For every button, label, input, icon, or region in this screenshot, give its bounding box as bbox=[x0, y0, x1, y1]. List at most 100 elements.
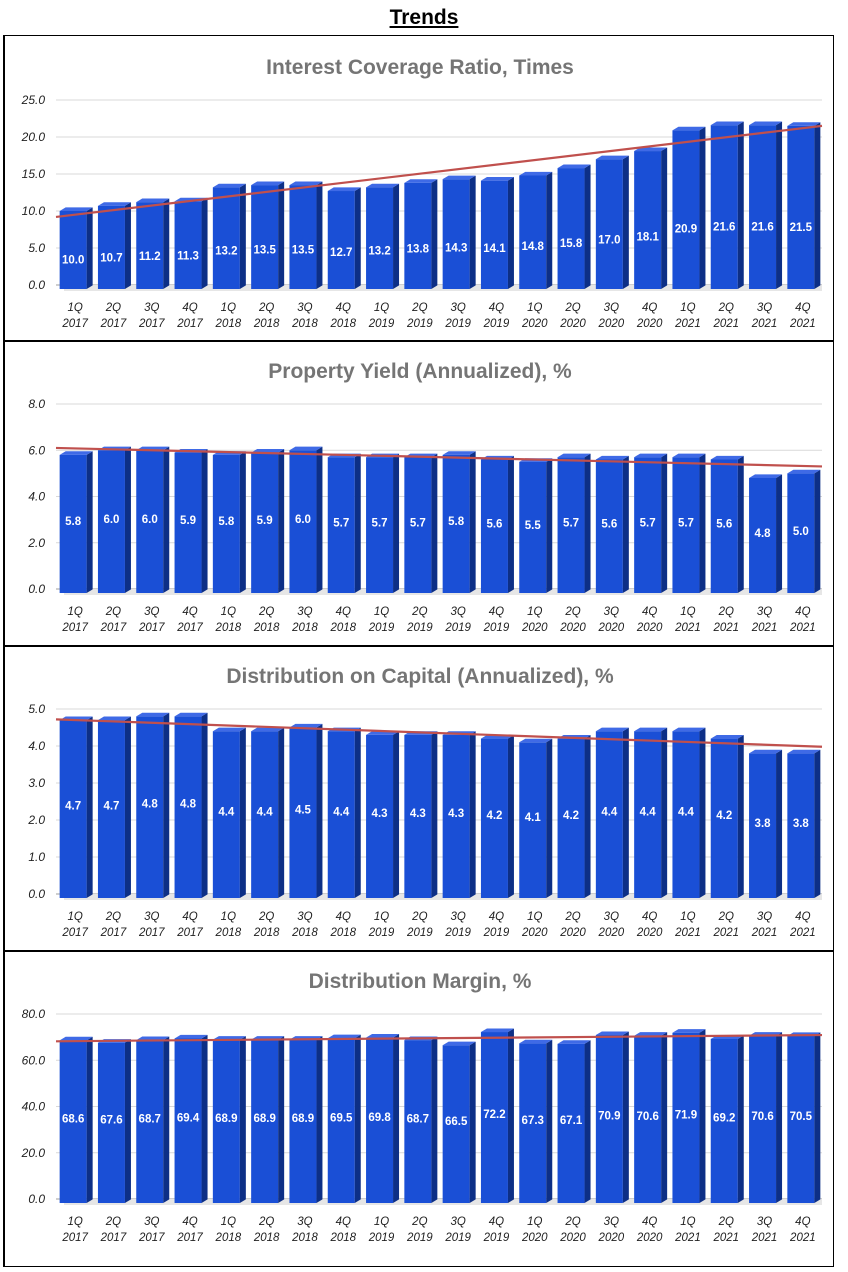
y-tick-label: 2.0 bbox=[27, 536, 45, 550]
x-tick-quarter: 4Q bbox=[642, 911, 657, 923]
bar-side bbox=[737, 121, 744, 289]
bar-front bbox=[136, 1040, 164, 1203]
x-tick-year: 2021 bbox=[751, 622, 778, 634]
bar-side bbox=[584, 453, 591, 593]
x-tick-quarter: 2Q bbox=[258, 911, 274, 923]
x-tick-year: 2017 bbox=[61, 1232, 88, 1244]
x-tick-year: 2020 bbox=[521, 318, 548, 330]
bar-top bbox=[97, 202, 131, 206]
y-tick-label: 0.0 bbox=[28, 582, 45, 596]
bar-2q-2021 bbox=[710, 455, 744, 593]
bar-side bbox=[124, 1039, 131, 1203]
bar-top bbox=[327, 1034, 361, 1039]
x-tick-quarter: 2Q bbox=[564, 606, 580, 618]
bar-front bbox=[595, 159, 623, 289]
data-label: 5.9 bbox=[257, 515, 273, 527]
x-tick-quarter: 3Q bbox=[757, 1216, 772, 1228]
bar-1q-2020 bbox=[519, 738, 553, 898]
data-label: 69.2 bbox=[713, 1113, 735, 1125]
bar-front bbox=[787, 473, 815, 593]
x-tick-year: 2017 bbox=[138, 927, 165, 939]
bar-4q-2018 bbox=[327, 1034, 361, 1203]
y-tick-label: 5.0 bbox=[28, 702, 45, 716]
data-label: 13.5 bbox=[253, 245, 276, 257]
x-tick-year: 2017 bbox=[61, 622, 88, 634]
x-tick-quarter: 1Q bbox=[67, 1216, 82, 1228]
x-tick-quarter: 4Q bbox=[489, 302, 504, 314]
data-label: 4.8 bbox=[755, 528, 772, 540]
bar-top bbox=[595, 455, 629, 460]
bar-side bbox=[546, 1039, 553, 1203]
bar-front bbox=[136, 450, 164, 593]
data-label: 5.7 bbox=[678, 517, 694, 529]
data-label: 69.4 bbox=[177, 1112, 200, 1124]
bar-top bbox=[557, 453, 591, 458]
data-label: 6.0 bbox=[295, 514, 311, 526]
bar-top bbox=[442, 451, 476, 455]
x-tick-year: 2021 bbox=[712, 318, 739, 330]
data-label: 10.0 bbox=[62, 254, 84, 266]
bar-top bbox=[557, 164, 591, 169]
bar-4q-2019 bbox=[480, 455, 514, 593]
bar-1q-2017 bbox=[59, 716, 93, 898]
bar-front bbox=[366, 1037, 394, 1203]
data-label: 68.9 bbox=[215, 1113, 237, 1125]
x-tick-quarter: 2Q bbox=[564, 1216, 580, 1228]
x-tick-year: 2021 bbox=[789, 1232, 816, 1244]
x-tick-year: 2017 bbox=[61, 318, 88, 330]
x-tick-year: 2017 bbox=[61, 927, 88, 939]
bar-3q-2021 bbox=[749, 474, 783, 593]
bar-side bbox=[507, 455, 514, 593]
bar-front bbox=[634, 731, 662, 898]
bar-top bbox=[136, 198, 170, 203]
x-tick-quarter: 2Q bbox=[258, 302, 274, 314]
x-tick-quarter: 4Q bbox=[795, 1216, 810, 1228]
data-label: 5.7 bbox=[333, 517, 349, 529]
chart-panel-interest-coverage: Interest Coverage Ratio, Times 0.0 5.0 10.0… bbox=[4, 35, 834, 341]
bar-front bbox=[672, 731, 700, 898]
data-label: 5.8 bbox=[218, 516, 235, 528]
x-tick-year: 2021 bbox=[712, 622, 739, 634]
bar-front bbox=[634, 457, 662, 593]
distribution-on-capital-chart: Distribution on Capital (Annualized), % 0… bbox=[27, 665, 823, 939]
bar-4q-2019 bbox=[480, 177, 514, 289]
bar-front bbox=[749, 1035, 777, 1203]
x-tick-year: 2017 bbox=[176, 927, 203, 939]
bar-top bbox=[787, 749, 821, 754]
x-tick-quarter: 1Q bbox=[221, 606, 236, 618]
data-label: 4.3 bbox=[448, 808, 464, 820]
bar-front bbox=[251, 1039, 279, 1203]
chart-panel-distribution-on-capital: Distribution on Capital (Annualized), % 0… bbox=[4, 646, 834, 951]
bar-front bbox=[442, 454, 470, 593]
bar-side bbox=[814, 469, 821, 593]
x-tick-quarter: 2Q bbox=[564, 911, 580, 923]
bar-top bbox=[710, 455, 744, 460]
bar-side bbox=[86, 207, 93, 289]
bar-top bbox=[710, 735, 744, 739]
x-tick-quarter: 4Q bbox=[336, 911, 351, 923]
data-label: 15.8 bbox=[560, 238, 583, 250]
data-label: 13.2 bbox=[368, 245, 390, 257]
x-tick-year: 2017 bbox=[176, 318, 203, 330]
data-label: 5.7 bbox=[640, 517, 656, 529]
y-tick-label: 0.0 bbox=[28, 887, 45, 901]
data-label: 5.6 bbox=[486, 519, 502, 531]
bar-front bbox=[59, 211, 87, 289]
bar-3q-2018 bbox=[289, 446, 323, 593]
bar-top bbox=[442, 175, 476, 180]
bar-top bbox=[366, 1033, 400, 1038]
x-tick-quarter: 1Q bbox=[221, 1216, 236, 1228]
bar-3q-2020 bbox=[595, 155, 629, 289]
x-tick-year: 2018 bbox=[215, 318, 242, 330]
y-tick-label: 6.0 bbox=[28, 443, 45, 457]
bar-2q-2017 bbox=[97, 716, 131, 898]
data-label: 68.9 bbox=[253, 1113, 275, 1125]
bar-front bbox=[595, 731, 623, 898]
y-tick-label: 4.0 bbox=[28, 739, 45, 753]
x-tick-year: 2020 bbox=[521, 622, 548, 634]
x-tick-quarter: 3Q bbox=[144, 606, 159, 618]
bar-4q-2020 bbox=[634, 727, 668, 898]
y-tick-label: 20.0 bbox=[21, 1146, 46, 1160]
data-label: 11.2 bbox=[139, 251, 161, 263]
bar-1q-2021 bbox=[672, 453, 706, 593]
